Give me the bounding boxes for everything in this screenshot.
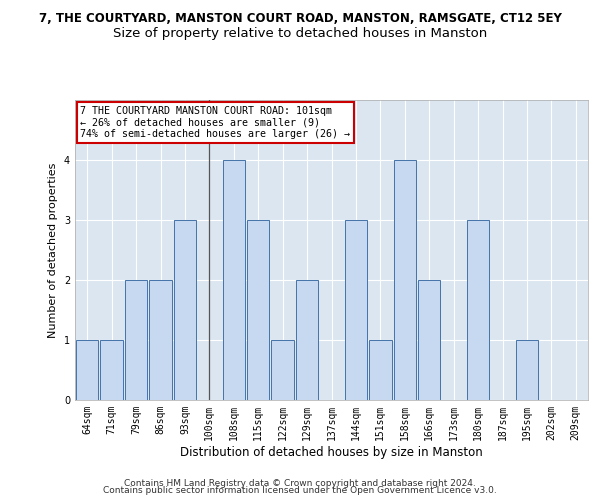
X-axis label: Distribution of detached houses by size in Manston: Distribution of detached houses by size …: [180, 446, 483, 458]
Bar: [369, 340, 392, 400]
Bar: [296, 280, 319, 400]
Bar: [173, 220, 196, 400]
Text: 7, THE COURTYARD, MANSTON COURT ROAD, MANSTON, RAMSGATE, CT12 5EY: 7, THE COURTYARD, MANSTON COURT ROAD, MA…: [38, 12, 562, 26]
Bar: [125, 280, 148, 400]
Bar: [418, 280, 440, 400]
Bar: [344, 220, 367, 400]
Text: Contains public sector information licensed under the Open Government Licence v3: Contains public sector information licen…: [103, 486, 497, 495]
Bar: [394, 160, 416, 400]
Bar: [223, 160, 245, 400]
Bar: [247, 220, 269, 400]
Bar: [515, 340, 538, 400]
Text: Contains HM Land Registry data © Crown copyright and database right 2024.: Contains HM Land Registry data © Crown c…: [124, 478, 476, 488]
Bar: [76, 340, 98, 400]
Bar: [467, 220, 490, 400]
Y-axis label: Number of detached properties: Number of detached properties: [49, 162, 58, 338]
Bar: [271, 340, 294, 400]
Bar: [100, 340, 123, 400]
Bar: [149, 280, 172, 400]
Text: 7 THE COURTYARD MANSTON COURT ROAD: 101sqm
← 26% of detached houses are smaller : 7 THE COURTYARD MANSTON COURT ROAD: 101s…: [80, 106, 350, 139]
Text: Size of property relative to detached houses in Manston: Size of property relative to detached ho…: [113, 28, 487, 40]
